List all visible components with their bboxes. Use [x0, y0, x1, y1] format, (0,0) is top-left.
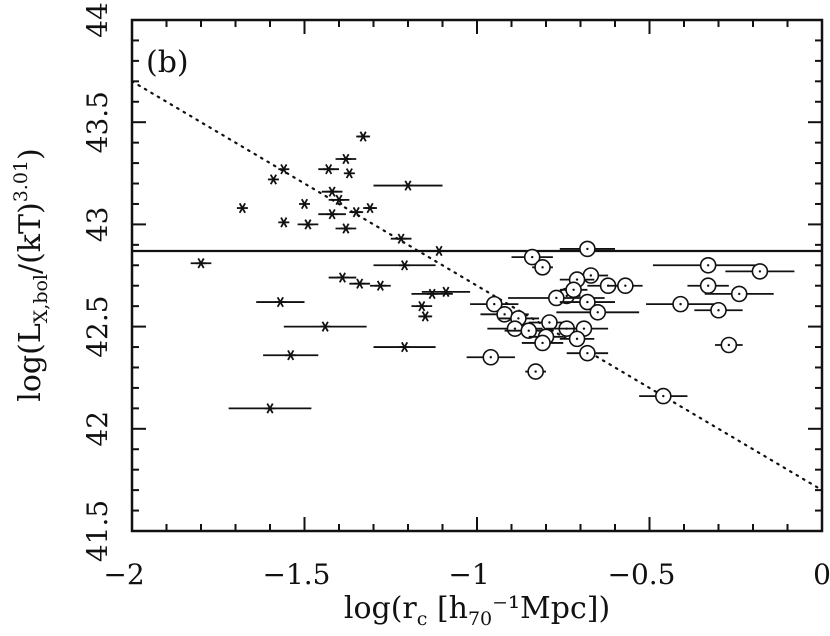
- circle-point: [506, 320, 524, 337]
- x-tick-label: −1.5: [263, 558, 331, 591]
- fit-line: [132, 80, 822, 492]
- x-axis-label: log(rc [h70⁻¹Mpc]): [344, 591, 610, 630]
- circle-point: [523, 248, 541, 266]
- star-point: [285, 350, 297, 361]
- circle-point: [534, 259, 551, 276]
- circle-point: [527, 363, 544, 380]
- star-point: [267, 174, 279, 185]
- star-point: [416, 300, 428, 312]
- circle-point: [579, 344, 596, 362]
- star-point: [299, 198, 310, 210]
- circle-point: [710, 301, 727, 319]
- x-tick-label: −1: [448, 558, 489, 591]
- circle-point: [579, 293, 596, 311]
- circle-point: [672, 295, 689, 313]
- star-point: [302, 219, 314, 230]
- y-tick-label: 42: [81, 411, 114, 447]
- circle-point: [548, 289, 565, 307]
- star-point: [326, 186, 338, 197]
- circle-point: [496, 306, 513, 323]
- star-point: [336, 272, 348, 283]
- y-axis-label: log(LX,bol/(kT)3.01): [10, 148, 52, 402]
- x-tick-label: 0: [813, 558, 830, 591]
- star-point: [419, 311, 431, 322]
- x-tick-label: −0.5: [608, 558, 676, 591]
- circle-point: [582, 267, 600, 284]
- x-tick-label: −2: [103, 558, 144, 591]
- circle-point: [730, 285, 748, 303]
- circle-point: [534, 334, 551, 352]
- star-point: [278, 217, 290, 228]
- star-point: [399, 341, 411, 353]
- star-point: [278, 163, 290, 175]
- star-point: [433, 245, 445, 257]
- star-point: [440, 286, 452, 298]
- star-point: [354, 278, 366, 289]
- circle-point: [485, 295, 503, 313]
- y-tick-label: 42.5: [81, 295, 114, 357]
- y-tick-label: 43.5: [81, 91, 114, 153]
- star-point: [333, 194, 345, 206]
- star-point: [350, 206, 362, 218]
- star-point: [426, 288, 438, 300]
- circle-point: [699, 256, 717, 274]
- star-point: [395, 233, 407, 244]
- plot-frame: [130, 18, 824, 533]
- y-tick-label: 41.5: [81, 500, 114, 562]
- star-point: [326, 208, 338, 220]
- star-point: [340, 153, 352, 165]
- circle-point: [617, 277, 634, 295]
- circle-point: [751, 263, 769, 280]
- circle-point: [589, 303, 607, 321]
- circle-point: [568, 330, 586, 348]
- circle-point: [482, 348, 500, 366]
- panel-label: (b): [146, 45, 189, 80]
- star-point: [357, 131, 369, 142]
- star-point: [374, 280, 386, 291]
- star-point: [274, 296, 286, 308]
- star-point: [195, 258, 207, 269]
- y-tick-label: 44: [81, 2, 114, 38]
- star-point: [364, 202, 376, 214]
- star-point: [319, 321, 331, 332]
- y-tick-label: 43: [81, 207, 114, 243]
- star-point: [343, 168, 355, 179]
- circle-point: [699, 277, 717, 295]
- circle-point: [565, 281, 582, 299]
- circle-point: [720, 336, 738, 354]
- star-point: [264, 403, 276, 414]
- circle-point: [654, 387, 672, 405]
- star-point: [323, 163, 335, 175]
- star-point: [402, 180, 414, 191]
- star-point: [236, 202, 248, 214]
- star-point: [399, 260, 411, 271]
- star-point: [340, 223, 352, 234]
- circle-point: [579, 240, 596, 258]
